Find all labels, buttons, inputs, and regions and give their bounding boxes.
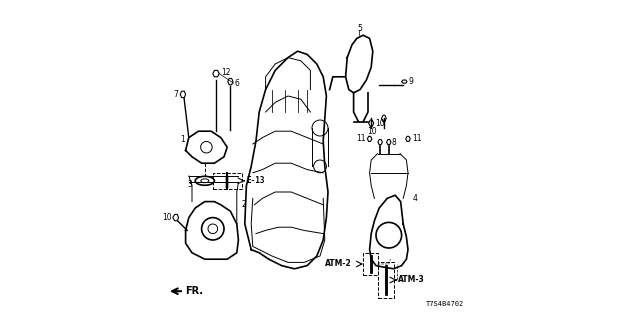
- Text: T7S4B4702: T7S4B4702: [426, 301, 464, 307]
- Text: 4: 4: [413, 194, 418, 203]
- Text: 12: 12: [221, 68, 230, 77]
- Text: 9: 9: [409, 77, 414, 86]
- Text: 11: 11: [412, 134, 421, 143]
- Text: 10: 10: [367, 127, 377, 136]
- Text: 10: 10: [162, 213, 172, 222]
- Text: ATM-2: ATM-2: [325, 260, 352, 268]
- Text: 2: 2: [242, 200, 246, 209]
- Text: ATM-3: ATM-3: [398, 276, 425, 284]
- Text: 5: 5: [357, 24, 362, 33]
- Text: E-13: E-13: [246, 176, 265, 185]
- Text: 11: 11: [356, 134, 366, 143]
- Text: 10: 10: [376, 119, 385, 128]
- Text: 1: 1: [180, 135, 185, 144]
- Text: FR.: FR.: [186, 286, 204, 296]
- Text: 7: 7: [173, 90, 179, 99]
- Text: 6: 6: [235, 79, 239, 88]
- Text: 3: 3: [187, 180, 192, 188]
- Text: 8: 8: [392, 138, 397, 147]
